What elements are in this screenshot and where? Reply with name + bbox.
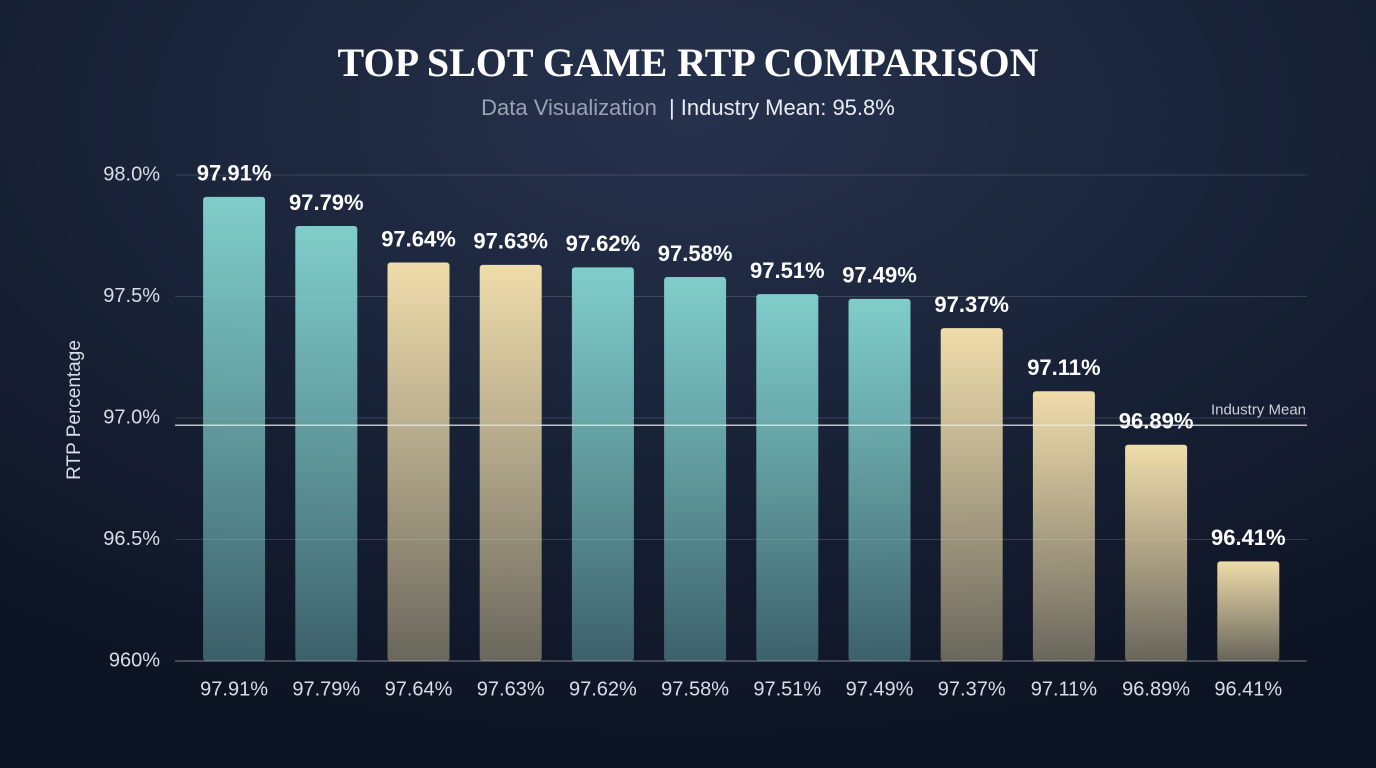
bar (1217, 561, 1280, 661)
y-tick-label: 97.0% (103, 406, 160, 428)
bar (756, 294, 819, 661)
x-tick-label: 97.79% (292, 678, 360, 700)
bar (940, 328, 1003, 661)
x-tick-label: 97.58% (661, 678, 729, 700)
bar (664, 277, 727, 661)
data-label: 97.62% (566, 231, 641, 256)
reference-label: Industry Mean (1211, 401, 1306, 418)
x-tick-label: 97.11% (1031, 678, 1098, 700)
y-tick-label: 960% (109, 649, 160, 671)
x-tick-label: 97.91% (200, 678, 268, 700)
x-tick-label: 97.62% (569, 678, 637, 700)
data-label: 96.89% (1119, 409, 1194, 434)
bar (571, 267, 634, 661)
subtitle-note: | Industry Mean: 95.8% (669, 95, 895, 120)
data-label: 97.51% (750, 258, 825, 283)
y-tick-label: 98.0% (103, 163, 160, 185)
y-axis-label: RTP Percentage (64, 340, 85, 480)
x-tick-label: 97.63% (477, 678, 545, 700)
data-label: 97.91% (197, 161, 272, 186)
x-tick-label: 97.37% (938, 678, 1006, 700)
data-label: 97.49% (842, 263, 917, 288)
data-label: 97.79% (289, 190, 364, 215)
chart-title: TOP SLOT GAME RTP COMPARISON (338, 40, 1039, 85)
bar (1032, 391, 1095, 661)
bar (1125, 444, 1188, 661)
bar (203, 196, 266, 661)
x-tick-label: 96.89% (1122, 678, 1190, 700)
x-tick-label: 97.51% (753, 678, 821, 700)
y-tick-label: 96.5% (103, 528, 160, 550)
data-label: 97.64% (381, 226, 456, 251)
x-tick-label: 97.49% (846, 678, 914, 700)
data-label: 97.58% (658, 241, 733, 266)
y-tick-label: 97.5% (103, 285, 160, 307)
subtitle: Data Visualization (481, 95, 657, 120)
data-label: 97.37% (934, 292, 1009, 317)
bar (848, 298, 911, 661)
data-label: 97.63% (473, 229, 548, 254)
data-label: 96.41% (1211, 525, 1286, 550)
chart-subtitle: Data Visualization | Industry Mean: 95.8… (481, 95, 895, 120)
bar (387, 262, 450, 661)
bar (295, 226, 358, 661)
data-label: 97.11% (1027, 355, 1100, 380)
x-tick-label: 96.41% (1214, 678, 1282, 700)
bar (479, 264, 542, 661)
x-tick-label: 97.64% (385, 678, 453, 700)
